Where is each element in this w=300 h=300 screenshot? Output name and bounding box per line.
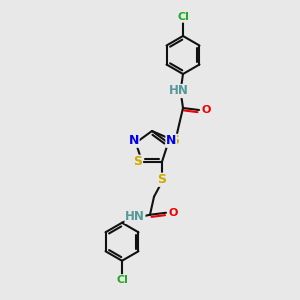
Text: Cl: Cl [116,275,128,285]
Text: HN: HN [125,210,145,223]
Text: O: O [201,105,211,115]
Text: HN: HN [169,85,189,98]
Text: N: N [129,134,139,147]
Text: N: N [166,134,176,147]
Text: S: S [170,134,179,148]
Text: O: O [168,208,178,218]
Text: S: S [158,173,166,186]
Text: Cl: Cl [177,12,189,22]
Text: S: S [134,155,142,168]
